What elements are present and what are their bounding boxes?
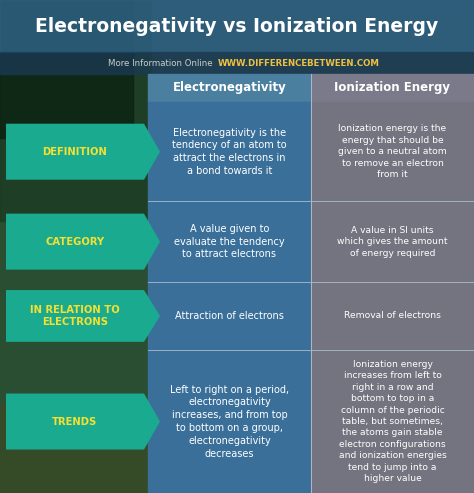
Text: Left to right on a period,
electronegativity
increases, and from top
to bottom o: Left to right on a period, electronegati… [170, 385, 289, 458]
Bar [148, 282, 311, 350]
Bar [0, 52, 474, 74]
Text: IN RELATION TO
ELECTRONS: IN RELATION TO ELECTRONS [30, 305, 120, 327]
Text: Removal of electrons: Removal of electrons [344, 312, 441, 320]
Bar [311, 282, 474, 350]
Bar [0, 0, 152, 222]
Bar [152, 197, 474, 493]
Polygon shape [6, 213, 160, 270]
Bar [148, 202, 311, 282]
Text: Attraction of electrons: Attraction of electrons [175, 311, 284, 321]
Text: Electronegativity is the
tendency of an atom to
attract the electrons in
a bond : Electronegativity is the tendency of an … [172, 128, 287, 176]
Polygon shape [6, 124, 160, 180]
Polygon shape [6, 290, 160, 342]
Text: Ionization energy
increases from left to
right in a row and
bottom to top in a
c: Ionization energy increases from left to… [338, 360, 447, 483]
Text: WWW.DIFFERENCEBETWEEN.COM: WWW.DIFFERENCEBETWEEN.COM [218, 59, 380, 68]
Bar [0, 0, 133, 138]
Text: CATEGORY: CATEGORY [46, 237, 105, 246]
Text: More Information Online: More Information Online [108, 59, 218, 68]
Text: Electronegativity vs Ionization Energy: Electronegativity vs Ionization Energy [36, 16, 438, 35]
Bar [148, 102, 311, 202]
Bar [311, 350, 474, 493]
Polygon shape [6, 393, 160, 450]
Text: A value given to
evaluate the tendency
to attract electrons: A value given to evaluate the tendency t… [174, 224, 285, 259]
Bar [152, 0, 474, 197]
Text: DEFINITION: DEFINITION [43, 147, 108, 157]
Bar [0, 222, 152, 493]
Bar [311, 102, 474, 202]
Bar [148, 350, 311, 493]
Text: A value in SI units
which gives the amount
of energy required: A value in SI units which gives the amou… [337, 226, 448, 258]
Bar [148, 74, 311, 102]
Bar [311, 74, 474, 102]
Text: Electronegativity: Electronegativity [173, 81, 286, 95]
Text: Ionization Energy: Ionization Energy [335, 81, 450, 95]
Bar [0, 0, 474, 52]
Bar [311, 202, 474, 282]
Bar [0, 404, 474, 493]
Text: TRENDS: TRENDS [52, 417, 98, 426]
Text: Ionization energy is the
energy that should be
given to a neutral atom
to remove: Ionization energy is the energy that sho… [338, 124, 447, 179]
